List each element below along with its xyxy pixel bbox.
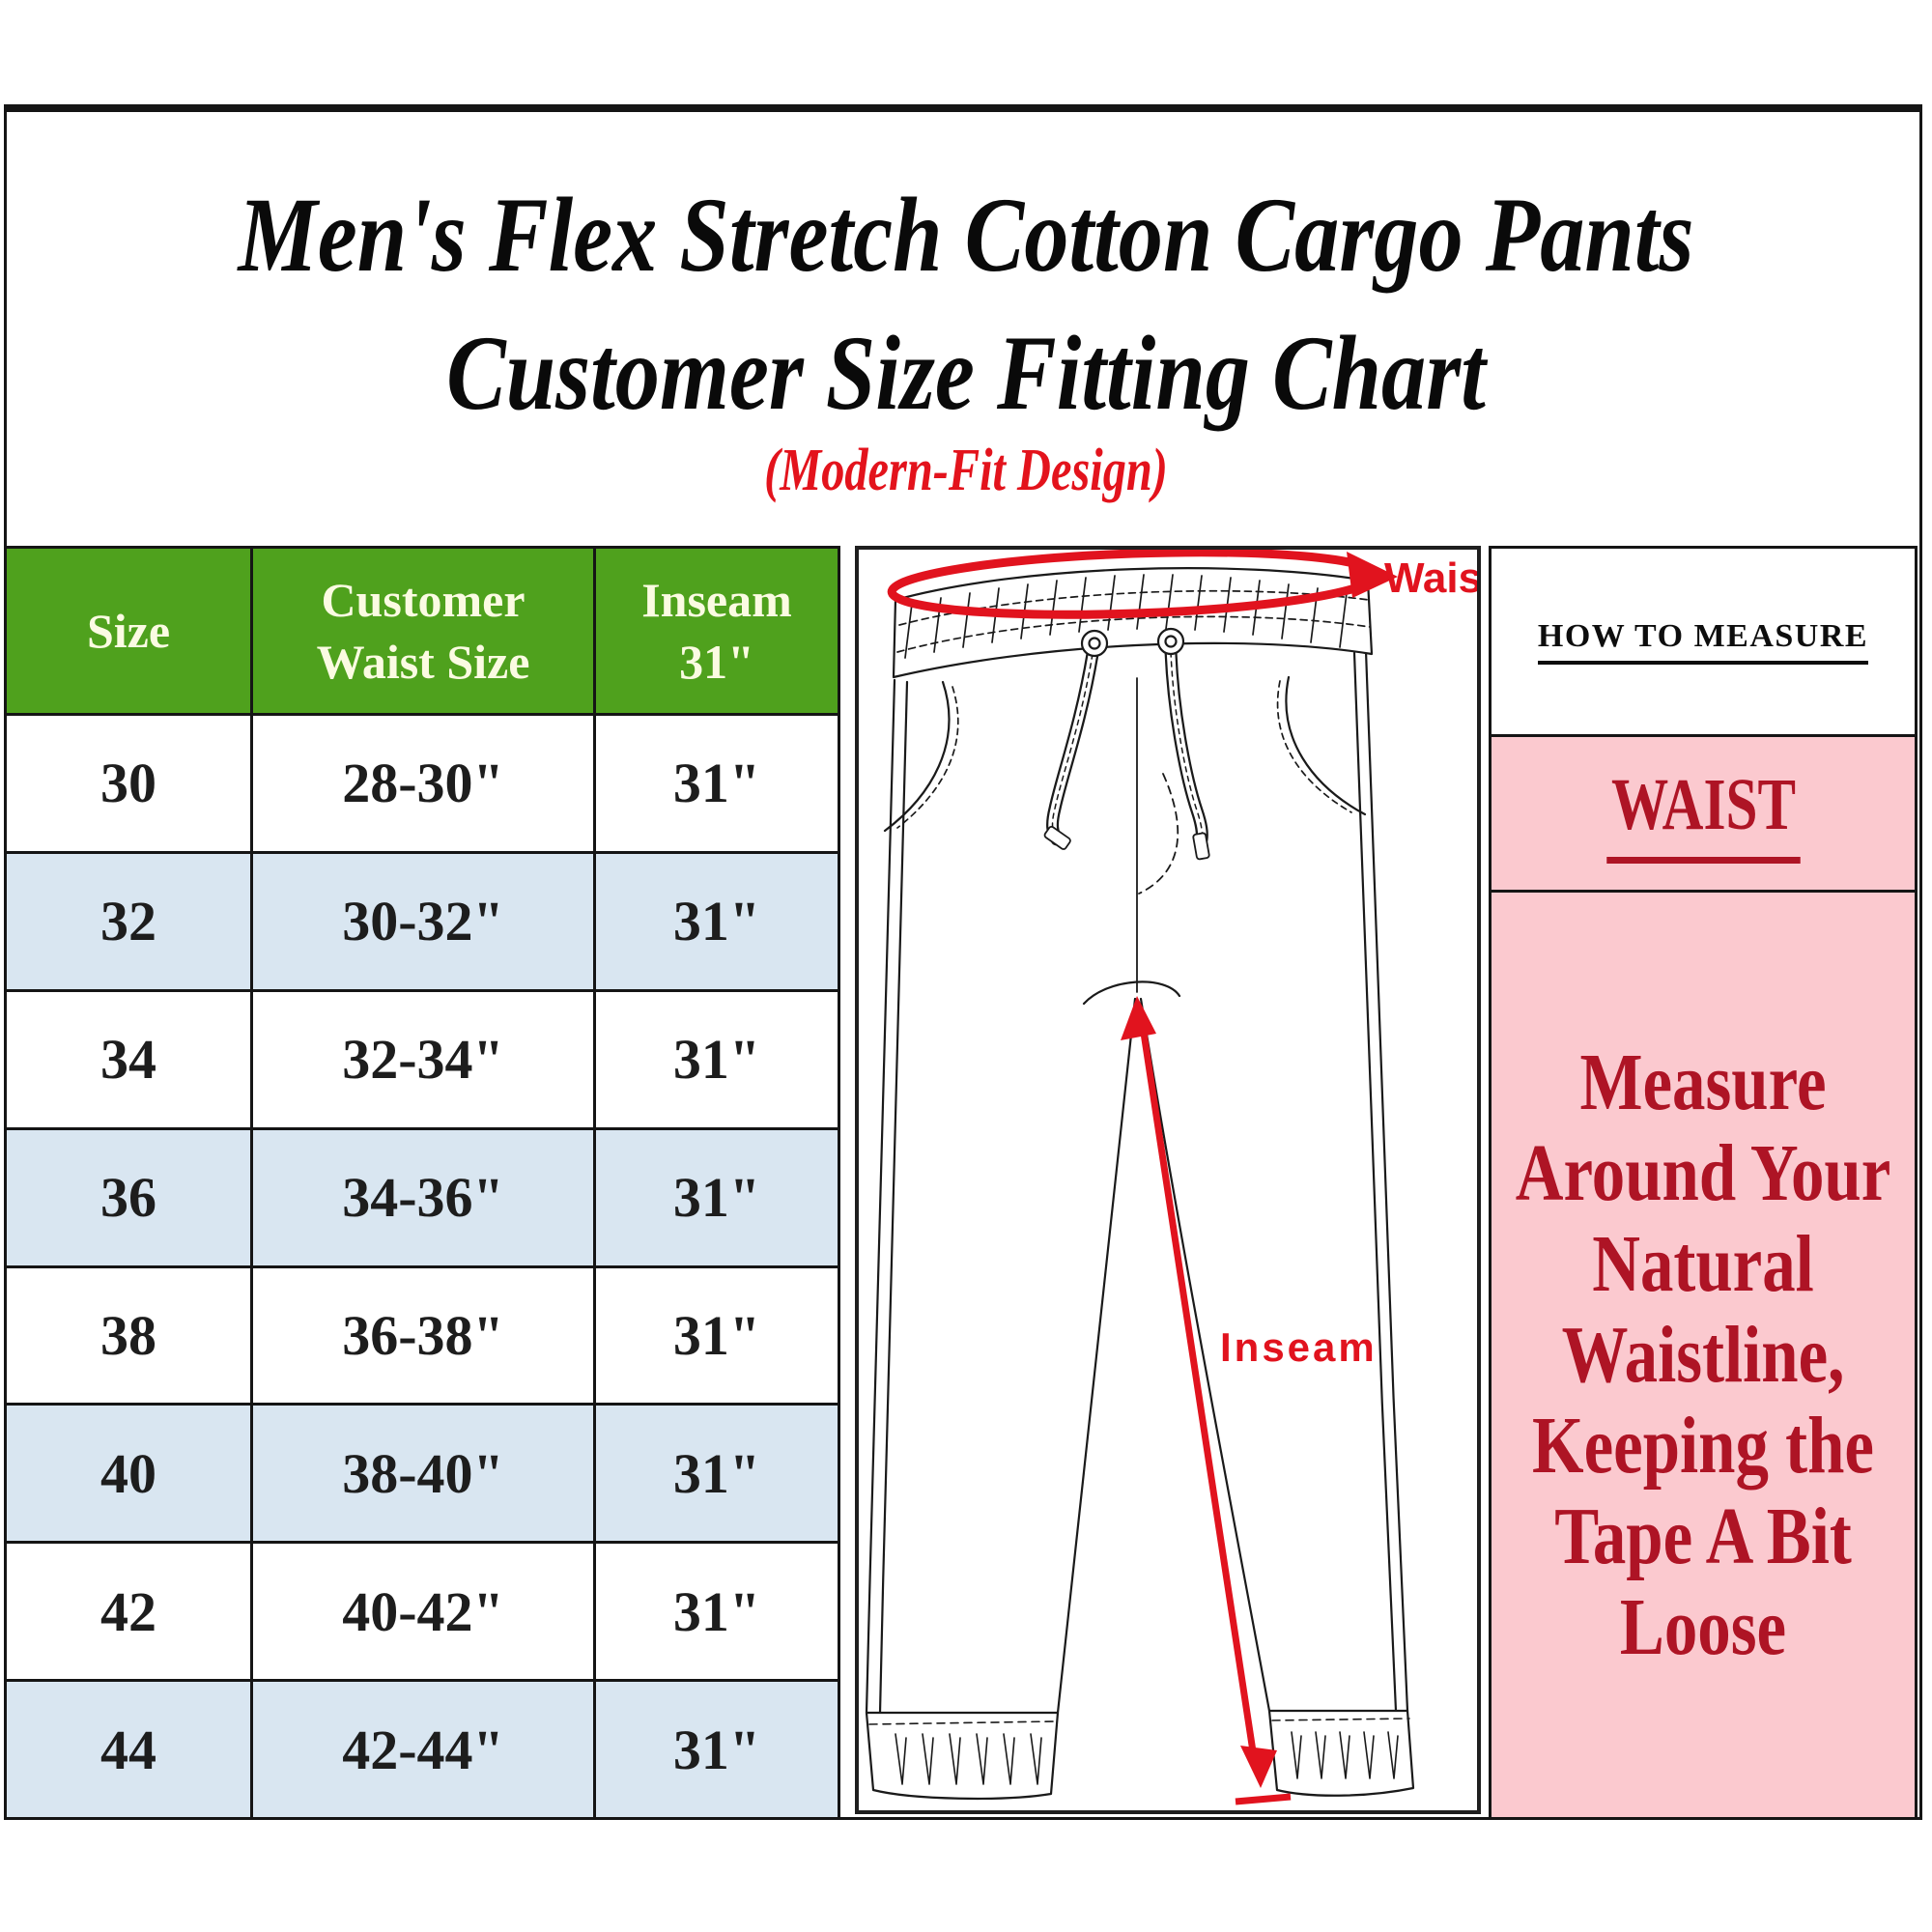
- cell-waist-32: 30-32": [253, 853, 593, 989]
- how-to-measure-title: HOW TO MEASURE: [1537, 618, 1869, 665]
- pants-diagram: Waist Inseam: [865, 550, 1477, 1805]
- crotch-curve: [1082, 980, 1181, 1006]
- header-inseam: Inseam 31": [596, 549, 838, 713]
- waist-arrowhead-icon: [1347, 552, 1398, 598]
- waist-section-title: WAIST: [1605, 763, 1801, 864]
- grommet-left: [1080, 629, 1109, 658]
- cell-size-34: 34: [7, 991, 250, 1127]
- right-cuff: [1267, 1709, 1415, 1797]
- how-to-measure-header: HOW TO MEASURE: [1492, 549, 1915, 734]
- cell-waist-30: 28-30": [253, 716, 593, 851]
- cell-size-30: 30: [7, 716, 250, 851]
- waistband: [892, 567, 1374, 679]
- left-cuff: [865, 1711, 1060, 1801]
- cell-waist-40: 38-40": [253, 1406, 593, 1542]
- cell-size-32: 32: [7, 853, 250, 989]
- waist-instructions-text: Measure Around Your Natural Waistline, K…: [1515, 1037, 1891, 1672]
- header-size: Size: [7, 549, 250, 713]
- right-pocket: [1285, 675, 1367, 816]
- inseam-arrow-endbar: [1235, 1793, 1292, 1805]
- inseam-arrow: [1138, 1019, 1257, 1752]
- cell-inseam-30: 31": [596, 716, 838, 851]
- left-pocket: [883, 680, 951, 833]
- cell-inseam-38: 31": [596, 1267, 838, 1404]
- waist-label: Waist: [1384, 554, 1477, 602]
- drawstring: [1046, 645, 1208, 846]
- header-waist: Customer Waist Size: [253, 549, 593, 713]
- inseam-arrowhead-bottom-icon: [1240, 1746, 1277, 1788]
- cell-size-36: 36: [7, 1129, 250, 1265]
- page-title-line2: Customer Size Fitting Chart: [446, 314, 1486, 432]
- inseam-label: Inseam: [1220, 1324, 1378, 1370]
- cell-size-40: 40: [7, 1406, 250, 1542]
- left-inner-seam: [1056, 997, 1137, 1715]
- waist-section-header: WAIST: [1492, 737, 1915, 890]
- right-cuff-ribbing: [1291, 1731, 1399, 1779]
- cell-inseam-34: 31": [596, 991, 838, 1127]
- pants-diagram-panel: Waist Inseam: [855, 546, 1481, 1814]
- inseam-arrowhead-top-icon: [1121, 996, 1156, 1040]
- page-subtitle: (Modern-Fit Design): [764, 438, 1168, 503]
- aglet-right: [1192, 832, 1210, 861]
- title-block: Men's Flex Stretch Cotton Cargo Pants Cu…: [0, 166, 1932, 505]
- cell-inseam-36: 31": [596, 1129, 838, 1265]
- cell-waist-42: 40-42": [253, 1544, 593, 1680]
- right-outer-seam: [1364, 649, 1409, 1713]
- cell-waist-44: 42-44": [253, 1682, 593, 1817]
- measurement-annotations: Waist Inseam: [887, 550, 1477, 1805]
- aglet-left: [1043, 825, 1071, 850]
- cell-size-42: 42: [7, 1544, 250, 1680]
- cell-waist-38: 36-38": [253, 1267, 593, 1404]
- left-outer-seam: [865, 678, 896, 1715]
- right-inner-seam: [1139, 997, 1271, 1713]
- left-cuff-ribbing: [895, 1733, 1042, 1785]
- cell-waist-36: 34-36": [253, 1129, 593, 1265]
- cell-inseam-42: 31": [596, 1544, 838, 1680]
- cell-inseam-40: 31": [596, 1406, 838, 1542]
- size-chart-table: Size Customer Waist Size Inseam 31" 30 2…: [4, 546, 840, 1820]
- cell-size-38: 38: [7, 1267, 250, 1404]
- grommet-right: [1156, 627, 1185, 656]
- cell-inseam-32: 31": [596, 853, 838, 989]
- cell-size-44: 44: [7, 1682, 250, 1817]
- page-title-line1: Men's Flex Stretch Cotton Cargo Pants: [238, 176, 1694, 294]
- waist-instructions-section: Measure Around Your Natural Waistline, K…: [1492, 893, 1915, 1817]
- cell-inseam-44: 31": [596, 1682, 838, 1817]
- how-to-measure-panel: HOW TO MEASURE WAIST Measure Around Your…: [1489, 546, 1918, 1820]
- cell-waist-34: 32-34": [253, 991, 593, 1127]
